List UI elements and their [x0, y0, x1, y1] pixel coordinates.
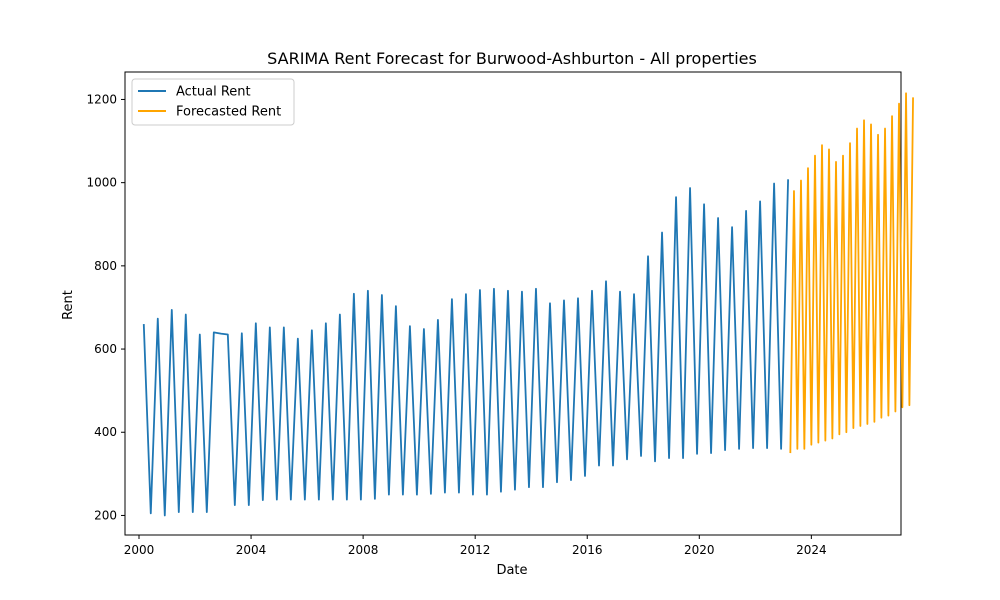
legend-label-actual-rent: Actual Rent — [176, 85, 251, 100]
y-tick-label: 600 — [94, 342, 117, 356]
x-axis: 2000 2004 2008 2012 2016 2020 2024 — [124, 535, 827, 557]
x-tick-label: 2024 — [796, 543, 827, 557]
y-axis: 200 400 600 800 1000 1200 — [86, 92, 125, 522]
x-tick-label: 2016 — [572, 543, 603, 557]
y-tick-label: 1200 — [86, 92, 117, 106]
legend-label-forecasted-rent: Forecasted Rent — [176, 105, 281, 120]
y-tick-label: 800 — [94, 259, 117, 273]
y-tick-label: 1000 — [86, 176, 117, 190]
x-tick-label: 2020 — [684, 543, 715, 557]
series-layer — [142, 92, 914, 517]
y-tick-label: 200 — [94, 508, 117, 522]
chart-title: SARIMA Rent Forecast for Burwood-Ashburt… — [267, 49, 757, 68]
legend-box — [131, 78, 295, 126]
y-axis-label: Rent — [61, 290, 76, 320]
x-tick-label: 2012 — [460, 543, 491, 557]
legend: Actual Rent Forecasted Rent — [131, 78, 295, 126]
x-axis-label: Date — [496, 563, 527, 578]
x-tick-label: 2008 — [348, 543, 379, 557]
plot-area: 2000 2004 2008 2012 2016 2020 2024 200 400 600 80… — [86, 71, 914, 557]
series-line-forecasted-rent — [789, 92, 914, 454]
y-tick-label: 400 — [94, 425, 117, 439]
x-tick-label: 2004 — [236, 543, 267, 557]
x-tick-label: 2000 — [124, 543, 155, 557]
series-line-actual-rent — [142, 179, 789, 517]
